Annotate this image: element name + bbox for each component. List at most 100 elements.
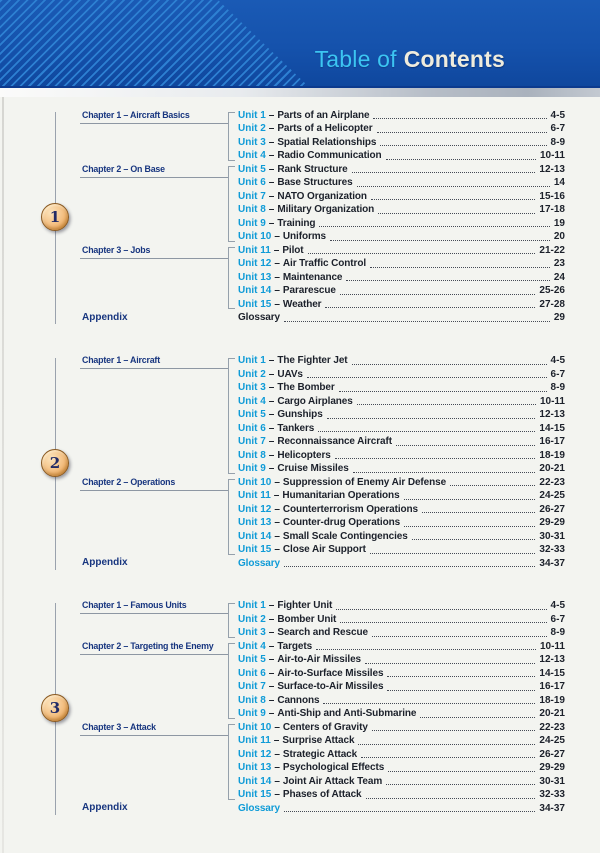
- page-number: 26-27: [539, 748, 565, 760]
- page-number: 29-29: [539, 762, 565, 773]
- page-number: 16-17: [539, 681, 565, 692]
- chapter-bracket: [228, 643, 235, 719]
- section-number: 2: [49, 453, 61, 472]
- unit-row: Unit 9 – Cruise Missiles 20-21: [238, 462, 565, 476]
- unit-title: UAVs: [277, 368, 303, 380]
- unit-title: Air-to-Air Missiles: [277, 654, 362, 665]
- unit-row: Unit 7 – Surface-to-Air Missiles 16-17: [238, 680, 565, 694]
- dotted-leader: [386, 784, 536, 785]
- page-number: 8-9: [550, 382, 565, 393]
- unit-number: Unit 13: [238, 271, 272, 283]
- unit-number: Unit 6: [238, 177, 266, 188]
- glossary-label: Glossary: [238, 312, 281, 323]
- unit-number: Unit 10: [238, 231, 272, 242]
- unit-row: Unit 15 – Close Air Support 32-33: [238, 543, 565, 557]
- unit-separator: –: [274, 721, 280, 733]
- unit-number: Unit 10: [238, 476, 272, 488]
- unit-row: Unit 10 – Uniforms 20: [238, 230, 565, 244]
- glossary-row: Glossary 29: [238, 311, 565, 325]
- unit-row: Unit 6 – Base Structures 14: [238, 176, 565, 190]
- dotted-leader: [316, 649, 536, 650]
- unit-separator: –: [274, 258, 280, 269]
- unit-separator: –: [268, 613, 275, 625]
- unit-title: Pilot: [282, 244, 304, 256]
- unit-separator: –: [273, 735, 280, 746]
- unit-title: Training: [277, 217, 316, 229]
- unit-number: Unit 2: [238, 613, 266, 625]
- page-number: 12-13: [539, 409, 565, 420]
- unit-row: Unit 13 – Maintenance 24: [238, 270, 565, 284]
- diagonal-stripes: [0, 0, 308, 86]
- page-number: 8-9: [550, 627, 565, 638]
- unit-separator: –: [268, 190, 275, 202]
- unit-number: Unit 2: [238, 123, 266, 134]
- page-number: 18-19: [539, 694, 565, 706]
- unit-separator: –: [274, 517, 280, 528]
- unit-number: Unit 5: [238, 163, 266, 175]
- chapter-bracket: [228, 602, 235, 638]
- dotted-leader: [388, 770, 536, 772]
- dotted-leader: [369, 552, 536, 554]
- unit-number: Unit 9: [238, 463, 266, 474]
- unit-separator: –: [268, 163, 275, 175]
- chapter-underline: [80, 176, 228, 178]
- chapter-underline: [80, 613, 228, 615]
- dotted-leader: [351, 363, 547, 365]
- dotted-leader: [373, 118, 547, 119]
- unit-number: Unit 1: [238, 600, 266, 611]
- unit-separator: –: [268, 355, 275, 366]
- unit-title: Phases of Attack: [282, 789, 362, 800]
- unit-number: Unit 9: [238, 708, 266, 719]
- unit-title: Rank Structure: [277, 163, 348, 175]
- chapter-underline: [80, 653, 228, 655]
- unit-title: Bomber Unit: [277, 613, 337, 625]
- unit-title: Joint Air Attack Team: [282, 775, 383, 787]
- unit-title: Anti-Ship and Anti-Submarine: [277, 708, 417, 719]
- unit-title: Air-to-Surface Missiles: [277, 667, 384, 679]
- unit-number: Unit 5: [238, 654, 266, 665]
- appendix-label: Appendix: [82, 802, 128, 813]
- unit-separator: –: [274, 285, 280, 296]
- unit-separator: –: [268, 382, 275, 393]
- page-number: 30-31: [539, 530, 565, 542]
- unit-title: Strategic Attack: [282, 748, 358, 760]
- unit-number: Unit 3: [238, 136, 266, 148]
- glossary-label: Glossary: [238, 802, 281, 814]
- page-number: 21-22: [539, 244, 565, 256]
- unit-row: Unit 6 – Air-to-Surface Missiles 14-15: [238, 666, 565, 680]
- dotted-leader: [334, 458, 536, 459]
- page-number: 10-11: [539, 395, 565, 407]
- page-number: 14-15: [539, 667, 565, 679]
- dotted-leader: [370, 199, 536, 200]
- unit-row: Unit 12 – Counterterrorism Operations 26…: [238, 502, 565, 516]
- page-number: 32-33: [539, 789, 565, 800]
- unit-row: Unit 2 – UAVs 6-7: [238, 367, 565, 381]
- unit-separator: –: [274, 762, 280, 773]
- unit-row: Unit 10 – Centers of Gravity 22-23: [238, 720, 565, 734]
- unit-row: Unit 6 – Tankers 14-15: [238, 421, 565, 435]
- page-number: 4-5: [550, 600, 565, 611]
- unit-list: Unit 1 – The Fighter Jet 4-5 Unit 2 – UA…: [238, 354, 565, 570]
- page-edge-shadow: [2, 97, 4, 853]
- dotted-leader: [352, 471, 536, 473]
- unit-number: Unit 5: [238, 409, 266, 420]
- dotted-leader: [326, 417, 536, 419]
- toc-section: 3 Chapter 1 – Famous Units Chapter 2 – T…: [0, 599, 600, 829]
- unit-row: Unit 4 – Radio Communication 10-11: [238, 149, 565, 163]
- unit-title: Military Organization: [277, 204, 375, 215]
- unit-title: The Fighter Jet: [277, 355, 348, 366]
- dotted-leader: [319, 226, 550, 227]
- unit-row: Unit 3 – The Bomber 8-9: [238, 381, 565, 395]
- unit-row: Unit 12 – Strategic Attack 26-27: [238, 747, 565, 761]
- chapter-bracket: [228, 166, 235, 242]
- unit-row: Unit 13 – Counter-drug Operations 29-29: [238, 516, 565, 530]
- page-title-bold: Contents: [403, 46, 505, 72]
- dotted-leader: [325, 307, 536, 308]
- unit-separator: –: [268, 667, 275, 679]
- unit-title: The Bomber: [277, 382, 335, 393]
- unit-row: Unit 11 – Humanitarian Operations 24-25: [238, 489, 565, 503]
- unit-number: Unit 14: [238, 775, 272, 787]
- dotted-leader: [338, 390, 547, 392]
- glossary-row: Glossary 34-37: [238, 556, 565, 570]
- dotted-leader: [395, 444, 536, 446]
